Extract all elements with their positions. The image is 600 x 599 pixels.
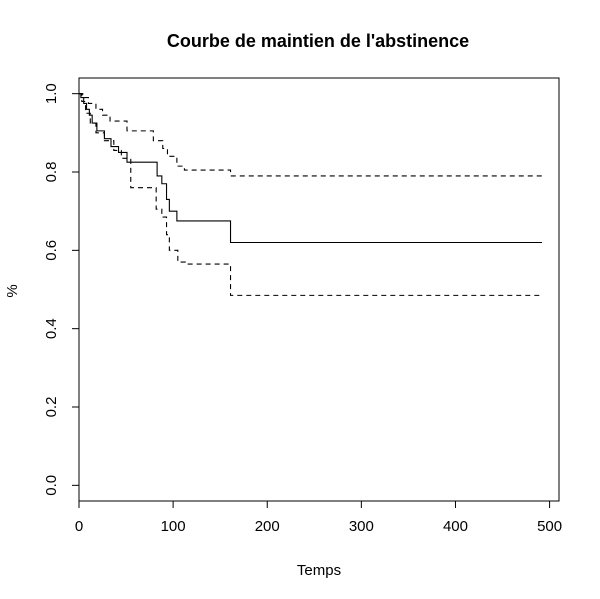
plot-frame <box>78 77 560 502</box>
upper-confidence-curve <box>79 93 543 177</box>
x-tick-label: 300 <box>349 518 374 535</box>
y-tick-label: 1.0 <box>43 83 60 104</box>
x-tick-label: 200 <box>255 518 280 535</box>
y-tick-label: 0.8 <box>43 162 60 183</box>
y-axis: 0.0 0.2 0.4 0.6 0.8 1.0 <box>43 83 79 496</box>
y-axis-label: % <box>4 284 21 297</box>
x-tick-label: 500 <box>537 518 562 535</box>
survival-curves <box>79 93 543 296</box>
y-tick-label: 0.6 <box>43 240 60 261</box>
chart-title: Courbe de maintien de l'abstinence <box>167 31 469 51</box>
y-tick-label: 0.4 <box>43 318 60 339</box>
y-tick-label: 0.0 <box>43 475 60 496</box>
x-axis-label: Temps <box>297 562 341 579</box>
x-tick-label: 0 <box>75 518 83 535</box>
x-axis: 0 100 200 300 400 500 <box>75 501 562 535</box>
survival-curve <box>79 93 543 244</box>
lower-confidence-curve <box>79 93 543 296</box>
y-tick-label: 0.2 <box>43 397 60 418</box>
x-tick-label: 100 <box>161 518 186 535</box>
x-tick-label: 400 <box>443 518 468 535</box>
